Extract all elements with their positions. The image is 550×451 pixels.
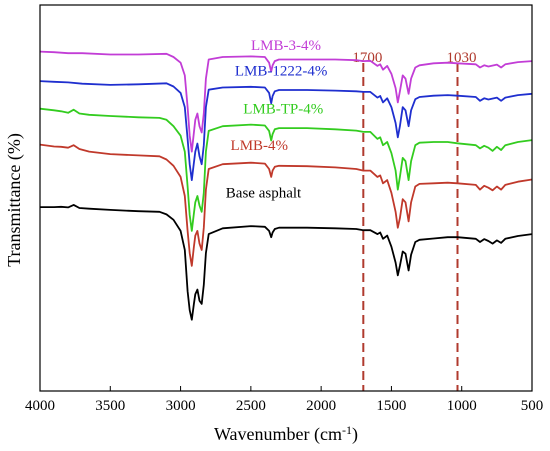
x-tick-label: 1000 [447,398,477,414]
x-tick-label: 500 [521,398,544,414]
series-label-0: LMB-3-4% [251,38,321,54]
y-axis-title: Transmittance (%) [4,133,25,267]
x-tick-label: 3500 [95,398,125,414]
x-tick-label: 3000 [166,398,196,414]
plot-frame [39,4,533,392]
series-labels: LMB-3-4% LMB-1222-4% LMB-TP-4% LMB-4% Base a… [226,38,328,202]
x-tick-label: 2500 [236,398,266,414]
reference-label-1700: 1700 [352,50,382,66]
series-layer [40,50,532,321]
series-label-4: Base asphalt [226,186,302,202]
x-axis-title: Wavenumber (cm-1) [214,423,358,445]
reference-lines: 1700 1030 [352,50,476,391]
series-line-0 [40,50,532,153]
series-label-1: LMB-1222-4% [235,63,328,79]
series-label-3: LMB-4% [231,138,289,154]
series-label-2: LMB-TP-4% [243,101,323,117]
x-tick-label: 4000 [25,398,55,414]
series-line-1 [40,80,532,181]
x-tick-label: 2000 [306,398,336,414]
reference-label-1030: 1030 [446,50,476,66]
series-line-2 [40,107,532,232]
series-line-3 [40,143,532,267]
series-line-4 [40,204,532,321]
x-axis-ticks: 4000 3500 3000 2500 2000 1500 1000 500 [25,386,543,414]
x-tick-label: 1500 [376,398,406,414]
